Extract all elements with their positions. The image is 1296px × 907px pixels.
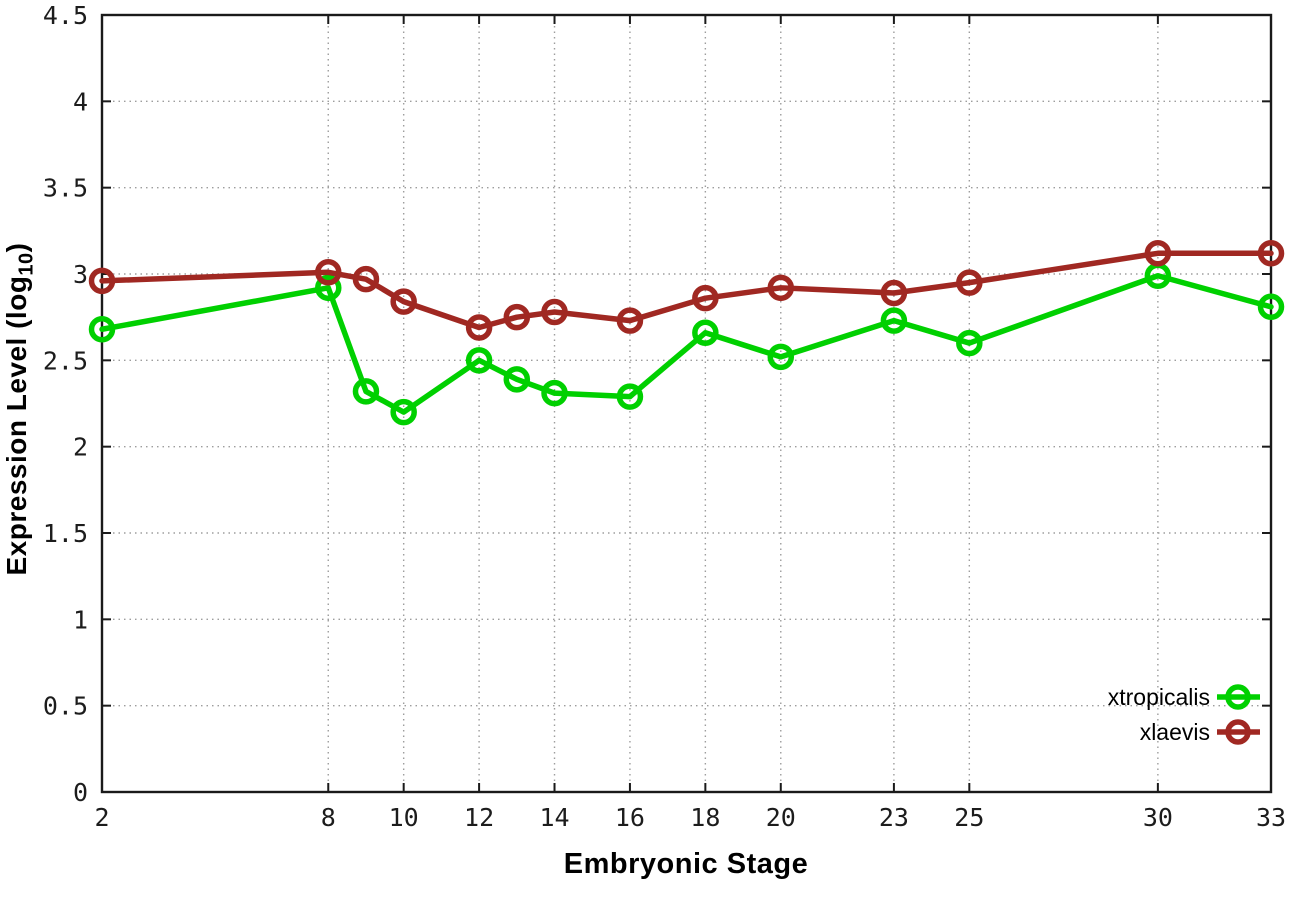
data-point-xtropicalis	[692, 319, 719, 346]
x-tick-label: 2	[94, 803, 109, 832]
x-tick-label: 25	[954, 803, 984, 832]
x-tick-label: 23	[879, 803, 909, 832]
data-point-xlaevis	[692, 284, 719, 312]
x-axis-title: Embryonic Stage	[563, 848, 809, 880]
data-point-xlaevis	[352, 265, 380, 293]
data-point-xlaevis	[541, 298, 568, 326]
y-tick-label: 0	[73, 778, 88, 807]
y-tick-label: 2	[73, 433, 88, 462]
legend-label-xlaevis: xlaevis	[1140, 719, 1210, 745]
series-line-xtropicalis	[99, 272, 1274, 415]
data-point-xtropicalis	[352, 378, 380, 405]
data-point-xtropicalis	[315, 274, 342, 302]
x-tick-label: 18	[690, 803, 720, 832]
data-point-xtropicalis	[1257, 293, 1285, 321]
data-point-xlaevis	[465, 314, 493, 341]
plot-border	[100, 13, 1273, 794]
legend-marker-xlaevis	[1225, 719, 1251, 745]
data-point-xlaevis	[767, 274, 795, 302]
data-point-xlaevis	[390, 288, 417, 315]
y-tick-label: 1.5	[43, 519, 88, 548]
data-point-xtropicalis	[616, 383, 644, 410]
data-point-xtropicalis	[880, 307, 908, 334]
x-tick-label: 20	[766, 803, 796, 832]
data-point-xlaevis	[88, 267, 116, 295]
data-point-xtropicalis	[503, 366, 531, 393]
data-point-xlaevis	[1257, 240, 1285, 267]
data-point-xtropicalis	[88, 316, 116, 343]
x-tick-label: 33	[1256, 803, 1286, 832]
y-axis-title-text: Expression Level (log	[1, 275, 32, 576]
data-point-xlaevis	[503, 303, 531, 331]
data-point-xlaevis	[880, 279, 908, 307]
legend-marker-xtropicalis	[1225, 684, 1251, 710]
x-tick-label: 16	[615, 803, 645, 832]
y-tick-label: 2.5	[43, 346, 88, 375]
legend-label-xtropicalis: xtropicalis	[1108, 684, 1210, 710]
y-tick-label: 4	[73, 87, 88, 116]
x-tick-label: 8	[321, 803, 336, 832]
data-point-xlaevis	[616, 307, 644, 334]
x-tick-label: 14	[539, 803, 569, 832]
data-point-xtropicalis	[465, 347, 493, 374]
y-tick-label: 1	[73, 605, 88, 634]
x-tick-label: 30	[1143, 803, 1173, 832]
y-tick-label: 3	[73, 260, 88, 289]
data-point-xlaevis	[1144, 240, 1172, 267]
data-point-xtropicalis	[956, 329, 983, 357]
y-tick-label: 0.5	[43, 692, 88, 721]
data-point-xtropicalis	[390, 398, 417, 426]
y-tick-label: 3.5	[43, 174, 88, 203]
y-tick-label: 4.5	[43, 1, 88, 30]
series-line-xlaevis	[99, 250, 1274, 331]
x-tick-label: 12	[464, 803, 494, 832]
data-point-xlaevis	[956, 269, 983, 296]
data-point-xtropicalis	[541, 379, 568, 407]
y-axis-title-subscript: 10	[15, 252, 38, 276]
y-axis-title: Expression Level (log10)	[1, 109, 41, 709]
data-point-xtropicalis	[767, 343, 795, 371]
y-axis-title-suffix: )	[1, 242, 32, 253]
data-point-xlaevis	[315, 259, 342, 286]
x-tick-label: 10	[389, 803, 419, 832]
